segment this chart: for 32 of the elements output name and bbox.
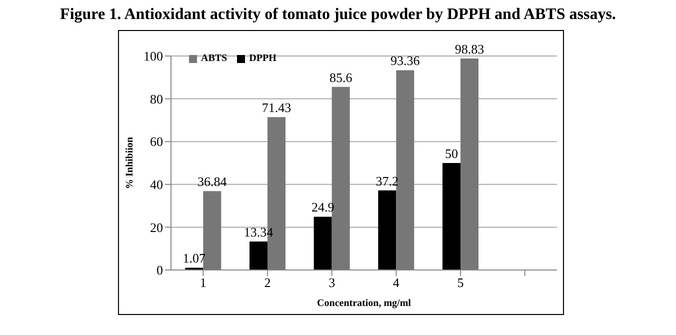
y-tick-label: 20 <box>150 220 163 235</box>
legend-label: ABTS <box>201 53 228 64</box>
data-label: 50 <box>444 146 458 161</box>
data-label: 93.36 <box>390 53 420 68</box>
data-label: 36.84 <box>198 174 228 190</box>
bar <box>249 241 268 270</box>
data-label: 13.34 <box>244 224 274 240</box>
y-tick-label: 80 <box>150 91 163 106</box>
data-label: 37.2 <box>376 173 399 188</box>
data-label: 98.83 <box>454 42 484 57</box>
x-tick-label: 5 <box>457 275 464 290</box>
x-tick-label: 3 <box>328 275 336 290</box>
legend-label: DPPH <box>249 53 276 64</box>
y-tick-label: 40 <box>150 177 163 192</box>
y-tick-label: 0 <box>156 262 163 278</box>
x-axis-title: Concentration, mg/ml <box>317 298 412 309</box>
bar <box>442 163 460 270</box>
bar <box>378 190 396 270</box>
data-label: 71.43 <box>262 100 292 116</box>
x-tick-label: 1 <box>200 275 206 290</box>
y-tick-label: 100 <box>144 48 163 64</box>
data-label: 1.07 <box>182 250 206 266</box>
data-label: 24.9 <box>311 200 334 215</box>
chart-title: Figure 1. Antioxidant activity of tomato juice powder by DPPH and ABTS assays. <box>59 6 617 24</box>
x-tick-label: 2 <box>264 275 271 290</box>
data-label: 85.6 <box>329 70 353 85</box>
x-tick-label: 4 <box>392 275 400 290</box>
bar <box>396 70 414 270</box>
y-axis-title: % Inhibiion <box>124 136 136 189</box>
bar <box>460 58 478 270</box>
bar <box>314 216 332 270</box>
y-tick-label: 60 <box>150 134 163 150</box>
